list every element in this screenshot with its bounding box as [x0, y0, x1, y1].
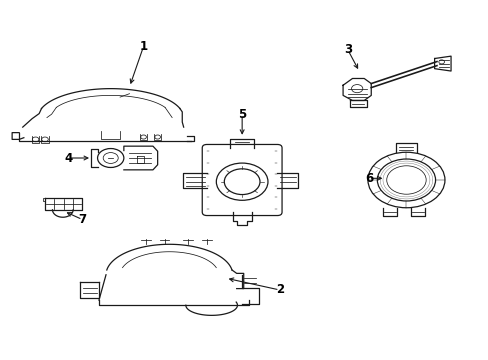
Text: 4: 4: [64, 152, 72, 165]
Text: 5: 5: [238, 108, 246, 121]
Text: 2: 2: [275, 283, 283, 297]
Text: 7: 7: [78, 213, 86, 226]
Text: 6: 6: [364, 172, 372, 185]
Text: 3: 3: [343, 43, 351, 56]
Text: 1: 1: [139, 40, 147, 53]
